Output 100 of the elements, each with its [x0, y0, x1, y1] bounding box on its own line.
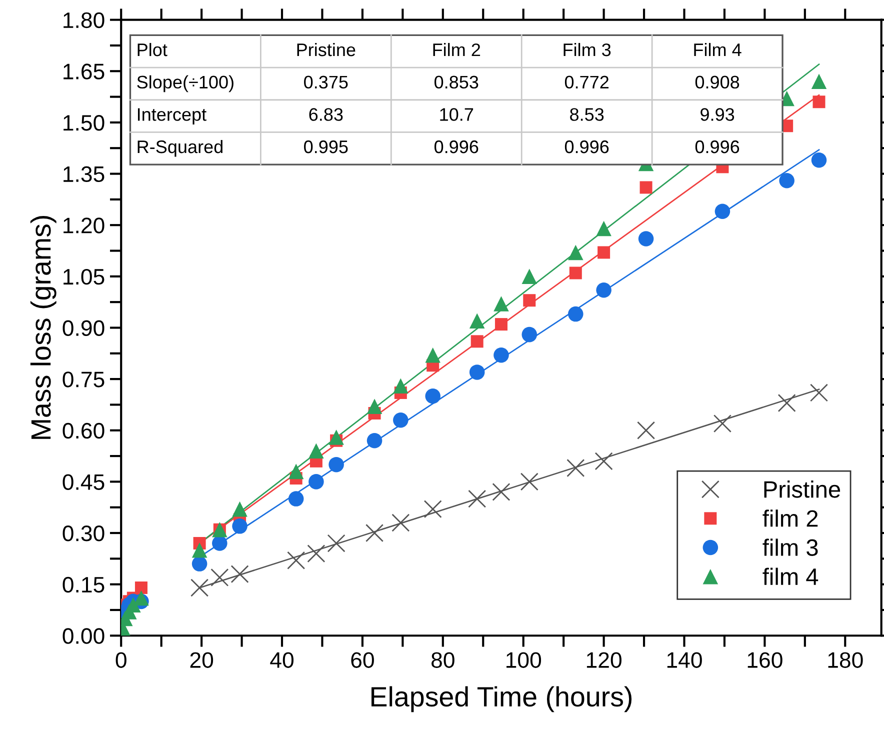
point: [230, 565, 249, 584]
point: [523, 294, 536, 307]
annotation: 0.772: [564, 76, 609, 89]
x-axis-title: Elapsed Time (hours): [372, 686, 632, 712]
point: [520, 472, 538, 491]
point: [811, 74, 827, 90]
point: [232, 501, 248, 517]
annotation: 6.83: [309, 108, 343, 121]
point: [596, 220, 612, 236]
x-tick-label: 180: [828, 652, 863, 668]
legend-label: film 3: [762, 538, 818, 556]
y-tick-label: 1.50: [64, 114, 104, 131]
point: [327, 534, 346, 552]
point: [392, 514, 410, 532]
point: [393, 378, 408, 394]
point: [288, 464, 304, 480]
y-tick-label: 0.00: [62, 628, 104, 644]
y-tick-label: 0.30: [62, 526, 104, 542]
annotation: Pristine: [297, 42, 356, 56]
point: [212, 536, 228, 551]
annotation: Film 2: [433, 42, 480, 56]
point: [287, 551, 306, 570]
point: [470, 335, 484, 348]
annotation: 9.93: [700, 108, 734, 121]
point: [192, 542, 208, 558]
point: [288, 491, 304, 506]
point: [638, 231, 654, 246]
point: [308, 474, 324, 490]
point: [810, 384, 828, 402]
point: [307, 544, 326, 563]
point: [232, 518, 248, 534]
annotation: 8.53: [570, 108, 604, 121]
x-tick-label: 0: [116, 652, 126, 668]
annotation: R-Squared: [138, 140, 222, 157]
point: [328, 430, 344, 445]
point: [328, 456, 344, 472]
annotation: Slope(÷100): [137, 75, 234, 92]
legend-label: film 4: [762, 568, 818, 585]
annotation: Film 3: [564, 42, 611, 56]
point: [522, 268, 538, 284]
annotation: 10.7: [440, 108, 474, 121]
point: [366, 432, 382, 448]
point: [469, 313, 485, 329]
legend-label: Pristine: [764, 480, 840, 498]
point: [594, 452, 613, 470]
x-tick-label: 80: [432, 652, 454, 668]
point: [425, 388, 440, 404]
point: [492, 482, 510, 501]
point: [366, 398, 382, 414]
x-tick-label: 60: [351, 652, 374, 668]
point: [365, 524, 384, 542]
y-tick-label: 1.80: [64, 12, 104, 28]
x-tick-label: 120: [586, 652, 622, 668]
point: [190, 578, 209, 597]
y-tick-label: 0.15: [62, 576, 104, 593]
point: [494, 347, 509, 363]
point: [568, 244, 584, 260]
annotation: 0.908: [695, 76, 740, 89]
y-axis-title: Mass loss (grams): [30, 216, 56, 439]
point: [812, 96, 826, 108]
annotation: 0.996: [564, 140, 609, 154]
point: [393, 412, 408, 428]
annotation: 0.996: [434, 140, 478, 154]
annotation: 0.995: [304, 140, 348, 154]
point: [569, 266, 582, 280]
point: [192, 556, 208, 572]
point: [522, 326, 538, 342]
annotation: 0.853: [434, 76, 478, 89]
annotation: 0.996: [695, 140, 740, 154]
point: [640, 181, 652, 194]
x-tick-label: 140: [667, 652, 702, 668]
annotation: 0.375: [304, 76, 348, 89]
point: [811, 152, 827, 168]
point: [568, 306, 584, 322]
y-tick-label: 1.05: [64, 268, 104, 285]
y-tick-label: 1.65: [64, 64, 104, 80]
y-tick-label: 0.75: [62, 372, 104, 388]
point: [566, 458, 585, 478]
point: [713, 414, 732, 433]
point: [598, 246, 610, 259]
point: [134, 590, 149, 606]
point: [425, 347, 440, 363]
x-tick-label: 100: [506, 652, 542, 668]
legend-label: film 2: [762, 510, 818, 527]
y-tick-label: 1.20: [64, 218, 104, 234]
point: [714, 204, 730, 220]
point: [494, 296, 509, 312]
point: [596, 282, 612, 298]
point: [308, 443, 324, 459]
x-tick-label: 40: [270, 652, 294, 668]
annotation: Intercept: [138, 108, 206, 124]
point: [637, 421, 656, 440]
y-tick-label: 1.35: [64, 166, 104, 182]
y-tick-label: 0.90: [62, 320, 104, 336]
y-tick-label: 0.45: [62, 474, 104, 490]
y-tick-label: 0.60: [62, 422, 104, 439]
annotation: Plot: [138, 42, 168, 56]
x-tick-label: 160: [748, 652, 782, 668]
point: [494, 318, 508, 331]
point: [469, 364, 485, 380]
